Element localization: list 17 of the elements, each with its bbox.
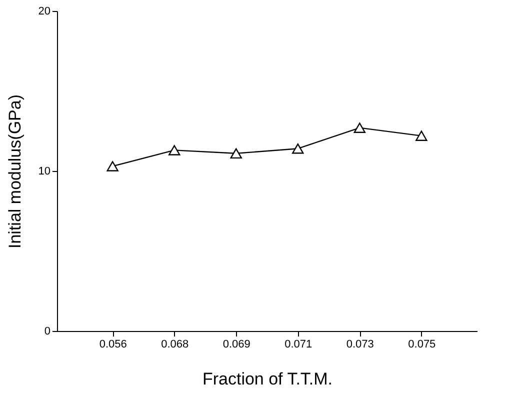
y-tick-label: 10 (38, 166, 50, 178)
x-tick-label: 0.069 (222, 338, 250, 350)
point (168, 145, 180, 156)
point (416, 130, 428, 141)
point (354, 122, 366, 133)
x-axis-title: Fraction of T.T.M. (202, 370, 333, 388)
x-tick-label: 0.073 (346, 338, 374, 350)
y-tick-label: 0 (44, 326, 50, 338)
point (106, 161, 118, 172)
x-tick-label: 0.071 (284, 338, 312, 350)
x-tick-label: 0.075 (408, 338, 436, 350)
point (230, 148, 242, 159)
x-tick-label: 0.068 (161, 338, 189, 350)
y-tick-label: 20 (38, 6, 50, 18)
point (292, 143, 304, 154)
x-tick-label: 0.056 (99, 338, 127, 350)
y-axis-title: Initial modulus(GPa) (5, 94, 24, 249)
